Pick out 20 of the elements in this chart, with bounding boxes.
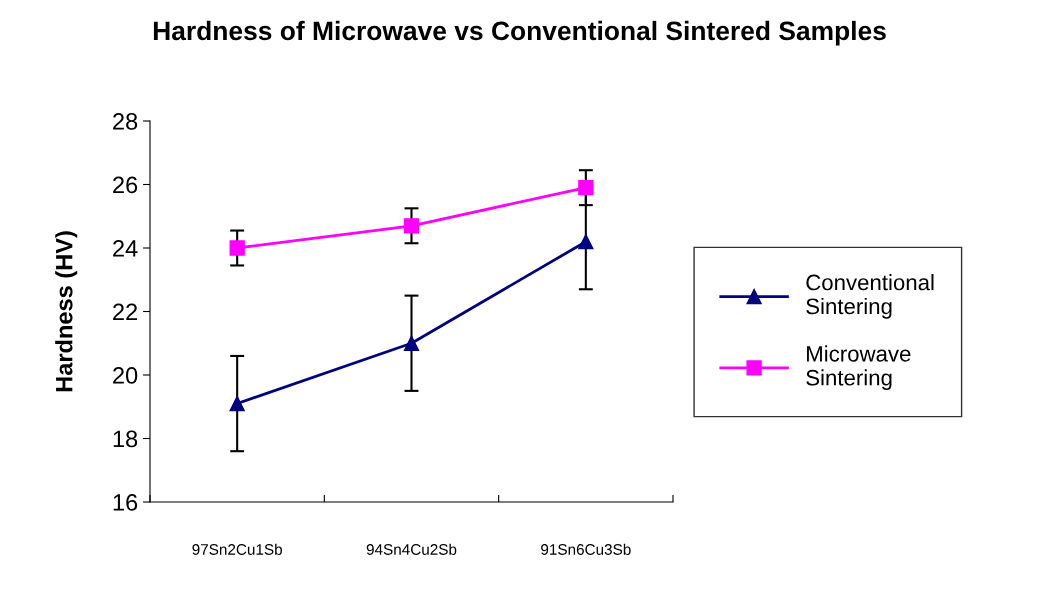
x-tick-label: 97Sn2Cu1Sb (192, 543, 282, 555)
point (578, 234, 594, 250)
legend-label: Microwave Sintering (806, 345, 911, 390)
y-tick-label: 20 (113, 367, 138, 384)
point (578, 180, 594, 196)
point (403, 335, 420, 351)
x-tick-label: 94Sn4Cu2Sb (366, 543, 457, 555)
legend-label: Conventional Sintering (806, 274, 934, 319)
y-tick-label: 24 (113, 240, 138, 257)
y-tick-label: 28 (113, 113, 138, 130)
y-tick-label: 22 (113, 303, 138, 321)
point (403, 218, 420, 234)
point (229, 240, 245, 256)
y-axis-title: Hardness (HV) (55, 231, 78, 392)
point (229, 395, 245, 412)
chart-title: Hardness of Microwave vs Conventional Sintered Samples (153, 20, 886, 46)
x-tick-label: 91Sn6Cu3Sb (541, 543, 631, 555)
y-tick-label: 16 (113, 494, 138, 511)
y-tick-label: 26 (113, 176, 138, 194)
y-tick-label: 18 (113, 430, 138, 448)
